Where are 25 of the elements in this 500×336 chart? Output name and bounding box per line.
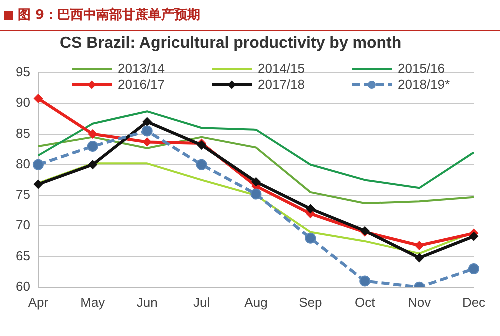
chart-title: 图 9：巴西中南部甘蔗单产预期	[18, 6, 201, 24]
chart-subtitle: CS Brazil: Agricultural productivity by month	[60, 35, 402, 53]
x-tick-label: Nov	[408, 294, 432, 310]
legend-label: 2018/19*	[398, 77, 450, 92]
x-tick-label: Apr	[28, 294, 50, 310]
y-tick-label: 95	[16, 64, 30, 80]
legend-label: 2013/14	[118, 61, 165, 76]
legend-label: 2014/15	[258, 61, 305, 76]
y-tick-label: 70	[16, 218, 30, 233]
x-tick-label: Dec	[462, 294, 486, 310]
x-tick-label: Jul	[193, 294, 210, 310]
x-tick-label: Aug	[244, 294, 268, 310]
legend-label: 2017/18	[258, 77, 305, 92]
x-tick-label: Jun	[136, 294, 158, 310]
x-tick-label: Sep	[299, 294, 322, 310]
y-tick-label: 60	[16, 278, 30, 294]
y-tick-label: 90	[16, 95, 30, 110]
y-tick-label: 75	[16, 187, 30, 202]
x-tick-label: Oct	[355, 294, 376, 310]
y-tick-label: 65	[16, 248, 30, 264]
y-tick-label: 80	[16, 156, 30, 172]
legend-label: 2016/17	[118, 77, 165, 92]
legend-label: 2015/16	[398, 61, 445, 76]
x-tick-label: May	[80, 294, 106, 310]
y-tick-label: 85	[16, 126, 30, 141]
